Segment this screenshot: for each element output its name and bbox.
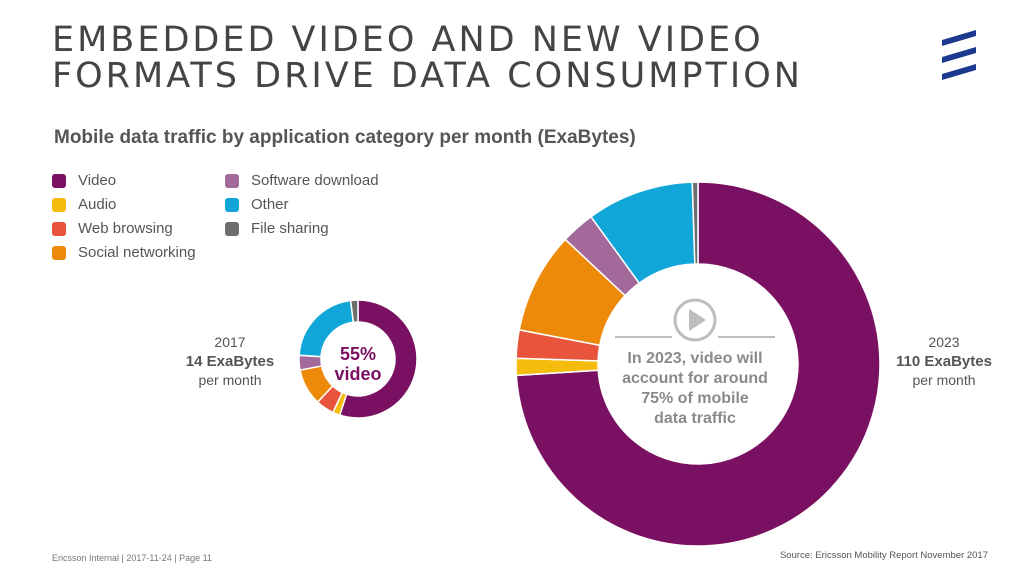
legend-item-video: Video — [52, 172, 116, 189]
legend-item-social-networking: Social networking — [52, 244, 196, 261]
ericsson-logo — [942, 30, 976, 80]
label-2017-year: 2017 — [214, 334, 246, 350]
source-note: Source: Ericsson Mobility Report Novembe… — [779, 550, 988, 561]
legend-item-software-download: Software download — [225, 172, 379, 189]
label-2023-year: 2023 — [928, 334, 960, 350]
big-donut-center-line-2: account for around — [622, 370, 768, 387]
big-donut-center-line-4: data traffic — [654, 410, 736, 427]
donut-hole-2023-ring — [599, 265, 797, 463]
legend-label-other: Other — [251, 196, 289, 213]
small-donut-center-line-2: video — [334, 364, 382, 384]
chart-legend: Video Audio Web browsing Social networki… — [52, 170, 432, 270]
legend-label-web-browsing: Web browsing — [78, 220, 173, 237]
page-title: EMBEDDED VIDEO AND NEW VIDEO FORMATS DRI… — [52, 22, 803, 94]
legend-item-file-sharing: File sharing — [225, 220, 329, 237]
legend-item-web-browsing: Web browsing — [52, 220, 173, 237]
donut-hole-2023-fill — [598, 264, 798, 464]
label-2017-total: 14 ExaBytes — [185, 353, 275, 370]
legend-swatch-video — [52, 173, 66, 188]
legend-item-audio: Audio — [52, 196, 116, 213]
legend-label-audio: Audio — [78, 196, 117, 213]
legend-swatch-other — [225, 197, 239, 212]
page-title-line-1: EMBEDDED VIDEO AND NEW VIDEO — [52, 20, 764, 60]
play-icon — [615, 298, 775, 342]
legend-item-other: Other — [225, 196, 289, 213]
donut-chart-2017 — [298, 299, 418, 419]
big-donut-center-line-3: 75% of mobile — [641, 390, 749, 407]
donut-slice-2017-file-sharing — [349, 299, 359, 324]
label-2017-unit: per month — [198, 372, 262, 388]
page-title-line-2: FORMATS DRIVE DATA CONSUMPTION — [52, 56, 803, 96]
donut-hole-2017 — [322, 323, 394, 395]
chart-subtitle: Mobile data traffic by application categ… — [54, 127, 636, 148]
legend-label-social-networking: Social networking — [78, 244, 196, 261]
legend-swatch-audio — [52, 197, 66, 212]
legend-label-file-sharing: File sharing — [251, 220, 329, 237]
label-2023-total: 110 ExaBytes — [896, 353, 992, 370]
legend-label-software-download: Software download — [251, 172, 379, 189]
legend-swatch-web-browsing — [52, 221, 66, 236]
label-2023-unit: per month — [912, 372, 976, 388]
big-donut-center-label: In 2023, video will account for around 7… — [600, 349, 790, 429]
big-donut-center-line-1: In 2023, video will — [627, 350, 763, 367]
footer-info: Ericsson Internal | 2017-11-24 | Page 11 — [52, 553, 212, 563]
label-2017: 2017 14 ExaBytes per month — [170, 333, 290, 390]
legend-label-video: Video — [78, 172, 117, 189]
donut-chart-2023 — [515, 181, 881, 547]
small-donut-center-label: 55% video — [323, 344, 393, 384]
small-donut-center-line-1: 55% — [339, 344, 377, 364]
legend-swatch-file-sharing — [225, 221, 239, 236]
legend-swatch-software-download — [225, 173, 239, 188]
legend-swatch-social-networking — [52, 245, 66, 260]
label-2023: 2023 110 ExaBytes per month — [884, 333, 1004, 390]
donut-slice-2017-video — [338, 299, 418, 419]
